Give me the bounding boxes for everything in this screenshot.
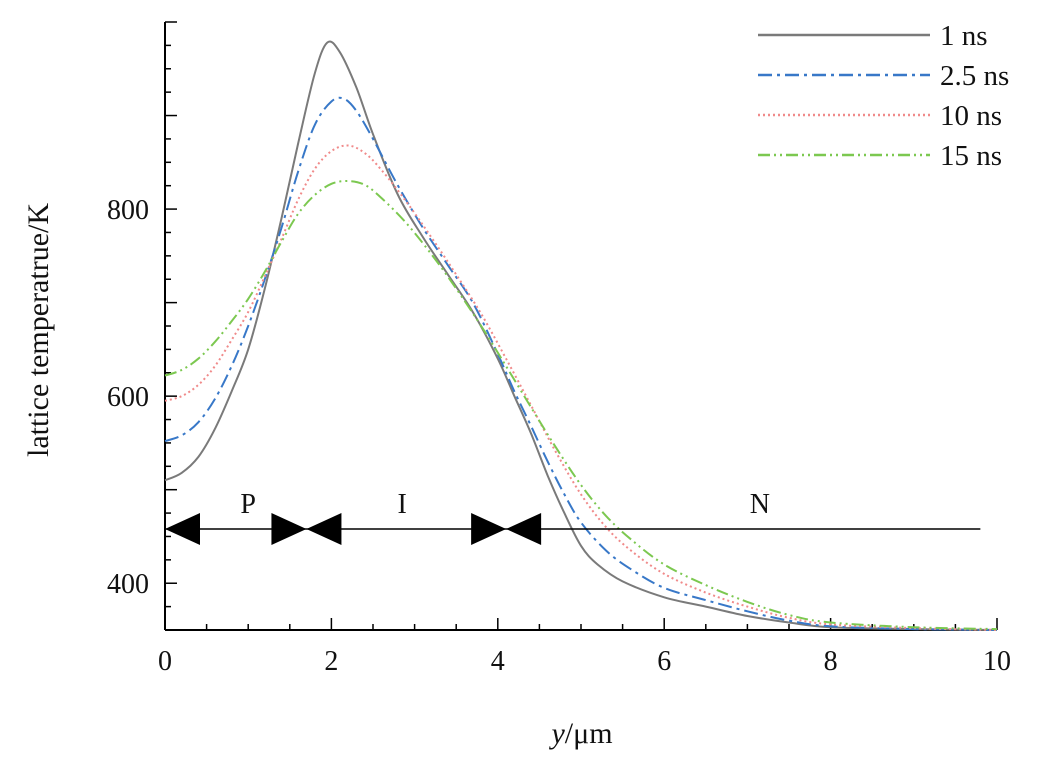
x-tick-label: 6 (657, 646, 671, 677)
x-tick-label: 0 (158, 646, 172, 677)
region-arrow-left (165, 512, 200, 545)
region-arrow-left (306, 512, 342, 545)
legend-label-4: 15 ns (940, 140, 1002, 172)
series-group (164, 40, 998, 631)
region-arrow-right (271, 512, 307, 545)
x-tick-label: 2 (324, 646, 338, 677)
y-tick-label: 400 (107, 569, 149, 600)
series-line-4 (164, 179, 998, 631)
region-arrow-right (471, 512, 507, 545)
series-line-2 (164, 96, 998, 631)
series-line-3 (164, 144, 998, 631)
region-label-n: N (750, 489, 770, 520)
y-axis-title: lattice temperatrue/K (22, 203, 55, 457)
legend: 1 ns 2.5 ns 10 ns 15 ns (758, 20, 1009, 172)
legend-label-2: 2.5 ns (940, 60, 1009, 92)
series-line-1 (164, 40, 998, 631)
axes: 0 2 4 6 8 10 400 600 800 (107, 21, 1011, 677)
x-tick-label: 10 (983, 646, 1011, 677)
legend-label-3: 10 ns (940, 100, 1002, 132)
legend-label-1: 1 ns (940, 20, 988, 52)
region-label-i: I (397, 489, 406, 520)
y-tick-label: 800 (107, 195, 149, 226)
x-axis-variable: y (548, 717, 565, 750)
x-axis-unit: /μm (565, 717, 613, 750)
x-axis-title: y/μm (548, 717, 612, 750)
x-tick-label: 4 (491, 646, 505, 677)
x-tick-label: 8 (824, 646, 838, 677)
region-arrow-left (506, 512, 542, 545)
y-tick-label: 600 (107, 382, 149, 413)
region-label-p: P (240, 489, 256, 520)
